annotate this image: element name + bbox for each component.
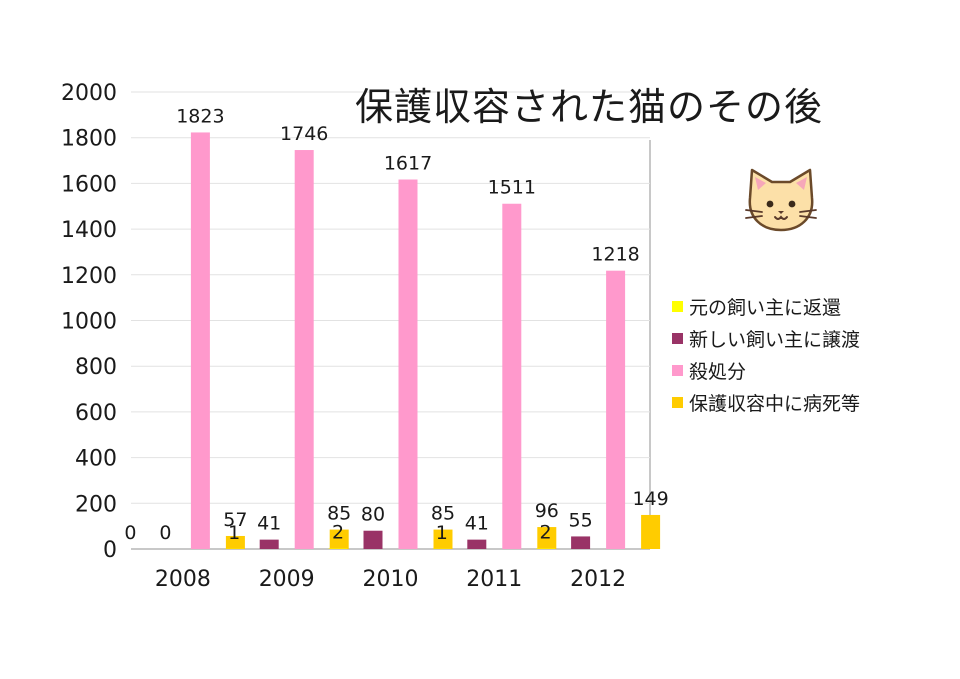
data-label: 85 [327,503,351,525]
x-tick-label: 2010 [363,567,419,592]
data-label: 2 [540,522,552,544]
y-axis-ticks: 0 200 400 600 800 1000 1200 1400 1600 1800 2000 [61,81,117,563]
data-label: 1746 [280,123,328,145]
legend-item-adopted: 新しい飼い主に譲渡 [672,322,860,354]
legend-label: 保護収容中に病死等 [689,392,861,415]
y-tick-label: 400 [75,447,117,472]
bar [641,514,661,549]
y-tick-label: 1600 [61,172,117,197]
data-label: 149 [632,488,668,510]
data-label: 96 [535,500,559,522]
y-tick-label: 1000 [61,310,117,335]
data-label: 85 [431,503,455,525]
bar [225,535,245,549]
bars [190,132,661,549]
legend-swatch [672,364,683,376]
data-label: 57 [223,509,247,531]
bar [294,150,314,549]
data-label: 55 [569,509,593,531]
y-tick-label: 1800 [61,127,117,152]
data-label: 80 [361,504,385,526]
data-label: 1 [436,522,448,544]
y-tick-label: 1200 [61,264,117,289]
legend-swatch [672,396,683,408]
y-tick-label: 2000 [61,81,117,106]
legend-label: 新しい飼い主に譲渡 [689,328,861,351]
y-tick-label: 600 [75,401,117,426]
bar [606,270,626,549]
bar [398,179,418,549]
bar [363,530,383,549]
bar [329,529,349,549]
y-tick-label: 0 [103,538,117,563]
data-label: 41 [257,513,281,535]
cat-face-icon [745,168,817,232]
bar [259,539,279,549]
x-tick-label: 2011 [466,567,522,592]
y-tick-label: 200 [75,492,117,517]
data-label: 1218 [591,244,639,266]
y-tick-label: 800 [75,355,117,380]
legend-label: 元の飼い主に返還 [689,296,842,319]
y-tick-label: 1400 [61,218,117,243]
bar [467,539,487,549]
data-label: 2 [332,522,344,544]
x-tick-label: 2009 [259,567,315,592]
legend-item-returned: 元の飼い主に返還 [672,290,860,322]
data-label: 1617 [384,153,432,175]
data-label: 0 [124,522,136,544]
legend-item-died-in-care: 保護収容中に病死等 [672,386,860,418]
bar [537,527,557,549]
chart-title: 保護収容された猫のその後 [355,85,824,129]
data-label: 1 [228,522,240,544]
legend-swatch [672,300,683,312]
x-tick-label: 2012 [570,567,626,592]
data-label: 0 [159,522,171,544]
bar [433,529,453,549]
grid-lines [131,91,650,504]
bar [571,536,591,549]
bar [190,132,210,549]
data-label: 1823 [176,105,224,127]
legend: 元の飼い主に返還 新しい飼い主に譲渡 殺処分 保護収容中に病死等 [672,290,860,418]
x-axis-ticks: 2008 2009 2010 2011 2012 [155,567,626,592]
data-label: 1511 [488,177,536,199]
bar [502,203,522,549]
legend-swatch [672,332,683,344]
data-label: 41 [465,513,489,535]
legend-item-euthanized: 殺処分 [672,354,860,386]
x-tick-label: 2008 [155,567,211,592]
legend-label: 殺処分 [689,360,747,383]
